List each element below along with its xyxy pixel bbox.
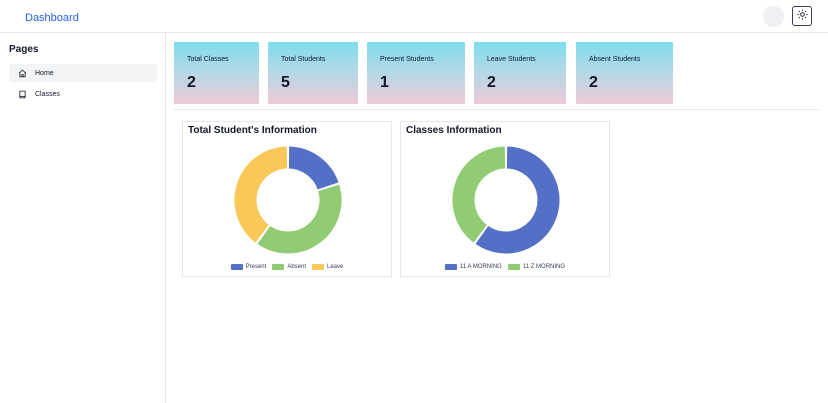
chart-title: Classes Information — [406, 125, 502, 136]
sidebar-item-home[interactable]: Home — [9, 64, 157, 82]
stat-card-absent-students: Absent Students 2 — [576, 42, 673, 104]
theme-toggle-button[interactable] — [792, 6, 812, 26]
sidebar: Pages Home Classes — [0, 33, 166, 403]
legend-item[interactable]: Present — [230, 264, 267, 270]
stat-card-total-students: Total Students 5 — [268, 42, 358, 104]
legend-label: 11 A MORNING — [459, 264, 502, 270]
stat-card-present-students: Present Students 1 — [367, 42, 465, 104]
legend-item[interactable]: 11 Z MORNING — [507, 264, 566, 270]
legend-item[interactable]: Leave — [312, 264, 343, 270]
stat-card-title: Absent Students — [589, 56, 641, 63]
legend-swatch — [312, 264, 324, 270]
legend-item[interactable]: Absent — [272, 264, 306, 270]
chart-title: Total Student's Information — [188, 125, 317, 136]
donut-slice-present[interactable] — [287, 145, 340, 191]
stat-card-title: Present Students — [380, 56, 434, 63]
chart-legend: Present Absent Leave — [183, 264, 391, 270]
home-icon — [18, 69, 27, 78]
legend-swatch — [230, 264, 243, 270]
legend-item[interactable]: 11 A MORNING — [444, 264, 502, 270]
legend-label: Absent — [287, 264, 306, 270]
legend-label: 11 Z MORNING — [522, 264, 566, 270]
stat-card-title: Total Students — [281, 56, 326, 63]
stat-card-title: Total Classes — [187, 56, 229, 63]
donut-slice-leave[interactable] — [233, 145, 289, 244]
stat-card-value: 1 — [380, 74, 389, 91]
top-bar: Dashboard — [0, 0, 828, 33]
stat-card-leave-students: Leave Students 2 — [474, 42, 566, 104]
students-donut-chart — [233, 145, 343, 255]
donut-slice-absent[interactable] — [256, 183, 343, 255]
sun-icon — [796, 7, 808, 25]
stat-card-value: 2 — [589, 74, 598, 91]
classes-donut-chart — [451, 145, 561, 255]
sidebar-item-label: Classes — [35, 90, 60, 98]
stat-card-total-classes: Total Classes 2 — [174, 42, 259, 104]
legend-label: Leave — [327, 264, 344, 270]
sidebar-item-label: Home — [35, 69, 54, 77]
donut-slice-11-z-morning[interactable] — [451, 145, 507, 244]
book-icon — [18, 90, 27, 99]
stat-card-title: Leave Students — [487, 56, 536, 63]
sidebar-title: Pages — [9, 44, 39, 55]
stat-card-value: 2 — [187, 74, 196, 91]
legend-label: Present — [245, 264, 267, 270]
legend-swatch — [507, 264, 520, 270]
legend-swatch — [444, 264, 457, 270]
stat-card-value: 5 — [281, 74, 290, 91]
app-title[interactable]: Dashboard — [25, 12, 79, 24]
chart-legend: 11 A MORNING 11 Z MORNING — [401, 264, 609, 270]
donut-slice-11-a-morning[interactable] — [474, 145, 561, 255]
stat-card-value: 2 — [487, 74, 496, 91]
chart-panel-classes: Classes Information 11 A MORNING 11 Z MOR… — [400, 121, 610, 277]
section-divider — [174, 109, 820, 110]
avatar[interactable] — [763, 6, 784, 27]
sidebar-item-classes[interactable]: Classes — [9, 85, 157, 103]
chart-panel-students: Total Student's Information Present Absen… — [182, 121, 392, 277]
legend-swatch — [272, 264, 285, 270]
